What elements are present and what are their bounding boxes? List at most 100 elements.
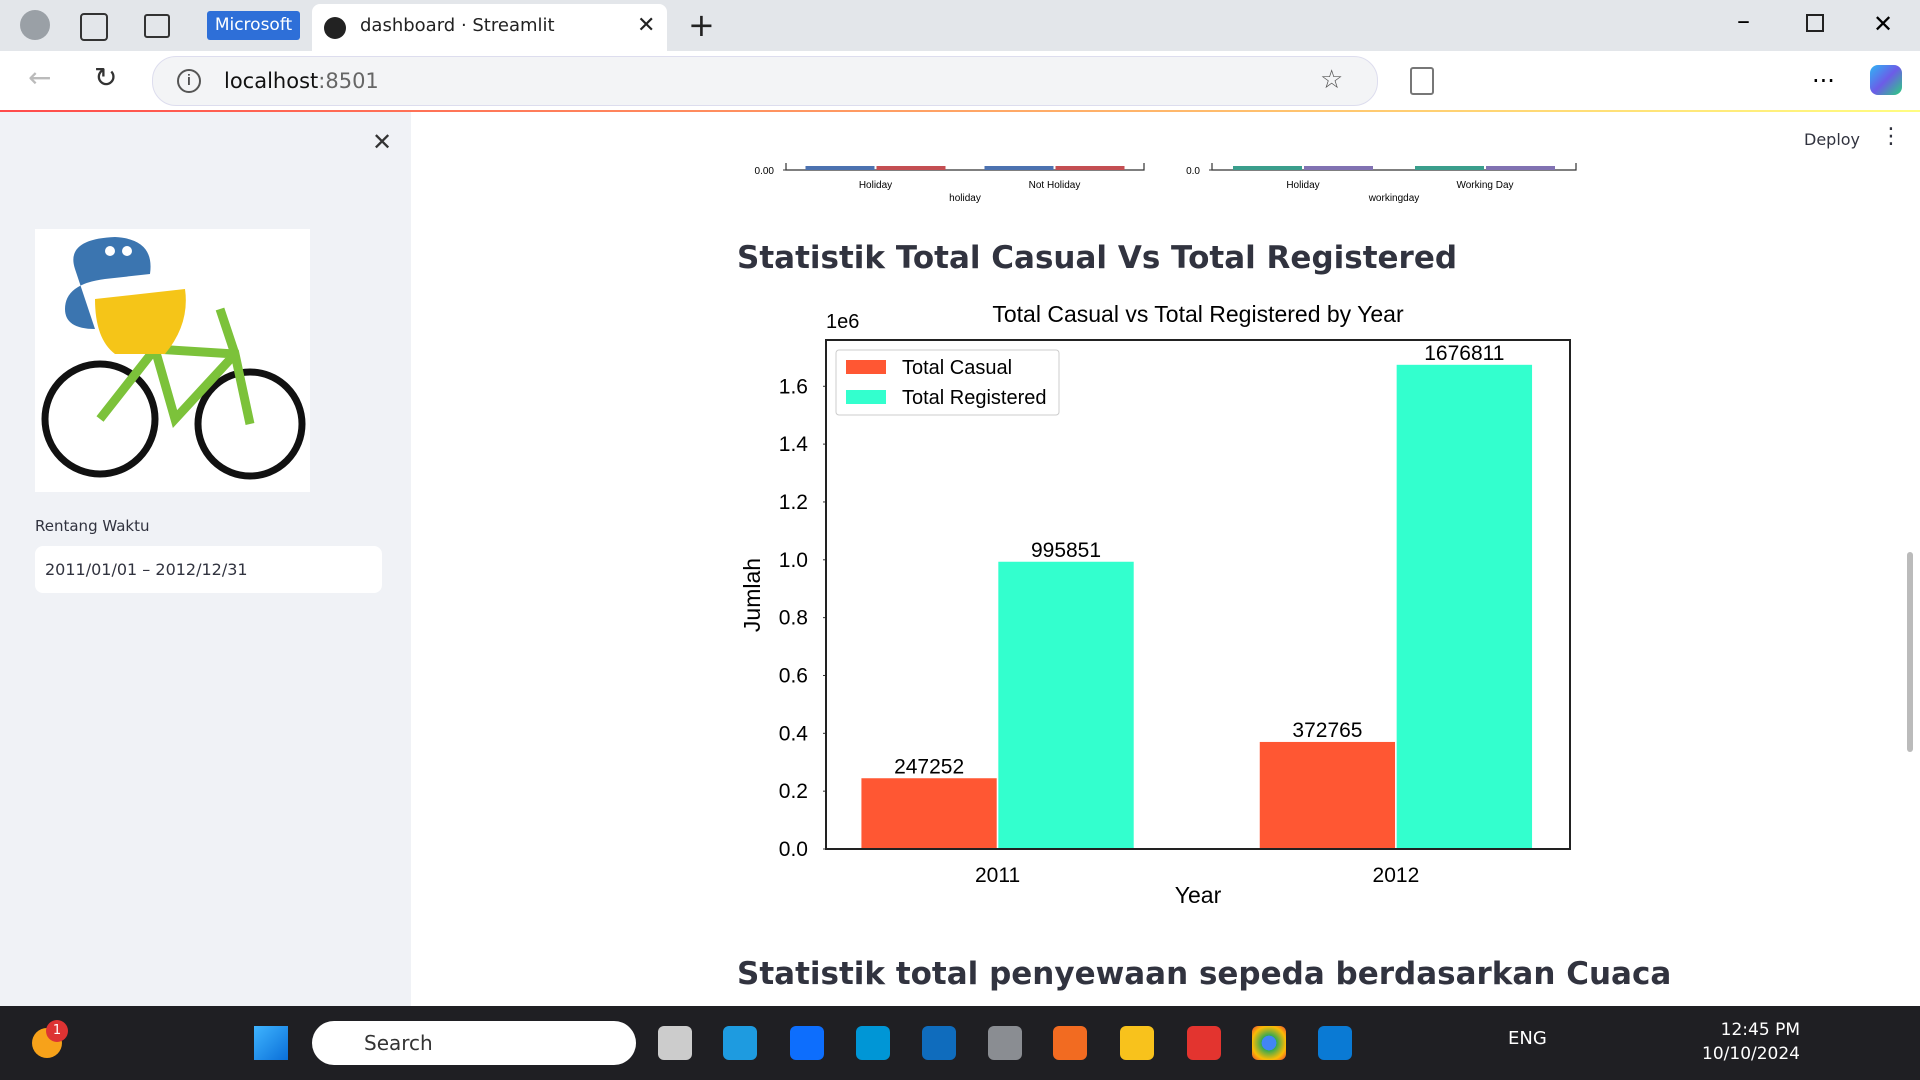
y-tick-label: 0.0 [1186,166,1200,177]
partial-bar [1304,166,1373,170]
axis [1211,163,1577,171]
tab-bar: Microsoft dashboard · Streamlit ✕ + – ✕ [0,0,1920,51]
x-axis-label: workingday [1368,193,1420,204]
url-bar[interactable]: i localhost:8501 ☆ [152,56,1378,106]
value-label: 247252 [894,755,964,778]
taskbar-app[interactable] [1318,1026,1352,1060]
y-tick-label: 0.0 [779,838,808,861]
legend-swatch [846,390,886,404]
axis [785,163,1145,171]
bar [996,560,1136,850]
site-info[interactable]: i [177,69,201,93]
reload[interactable]: ↻ [94,61,118,94]
tab-close[interactable]: ✕ [637,13,656,38]
legend-box [835,349,1060,416]
more-menu[interactable]: ··· [1812,67,1835,95]
taskbar-app[interactable] [790,1026,824,1060]
progress-line [0,110,1920,112]
x-tick-label: 2012 [1373,864,1420,887]
address-row: ← ↻ i localhost:8501 ☆ ··· [0,51,1920,110]
partial-bar [1055,166,1125,170]
sidebar-close[interactable]: ✕ [372,128,393,156]
y-tick-label: 1.4 [779,433,809,456]
search-text: Search [364,1031,433,1055]
partial-bar [876,166,946,170]
logo-image [35,229,310,492]
y-tick-label: 0.8 [779,607,808,630]
legend-swatch [846,360,886,374]
tab-favicon [324,17,346,39]
scrollbar[interactable] [1907,552,1913,752]
clock-time[interactable]: 12:45 PM [1720,1020,1800,1040]
profile-icon[interactable] [20,10,50,40]
favorite[interactable]: ☆ [1320,65,1344,95]
offset-label: 1e6 [826,311,859,333]
bar [1395,363,1534,850]
x-tick-label: Holiday [859,180,892,191]
partial-bar [984,166,1054,170]
chart: Total Casual vs Total Registered by Year… [739,163,1577,908]
profile-badge[interactable]: Microsoft [207,11,300,40]
x-tick-label: Not Holiday [1029,180,1081,191]
taskbar-app[interactable] [1187,1026,1221,1060]
date-range-input[interactable]: 2011/01/01 – 2012/12/31 [35,546,382,593]
taskbar-app[interactable] [988,1026,1022,1060]
taskbar-app[interactable] [922,1026,956,1060]
y-tick-label: 1.2 [779,491,808,514]
main-menu[interactable]: ⋮ [1880,124,1902,149]
chart-title: Total Casual vs Total Registered by Year [992,301,1404,327]
clock-date[interactable]: 10/10/2024 [1702,1044,1800,1064]
workspaces-icon[interactable] [80,13,108,41]
search-box[interactable]: Search [312,1021,636,1065]
plot-frame [825,339,1571,850]
y-tick-label: 0.4 [779,722,809,745]
y-tick-label: 0.00 [755,166,775,177]
tab-title: dashboard · Streamlit [360,15,555,36]
y-tick-label: 1.0 [779,549,808,572]
taskbar-app[interactable] [723,1026,757,1060]
deploy-button[interactable]: Deploy [1804,130,1861,149]
taskbar-app[interactable] [658,1026,692,1060]
y-tick-label: 0.6 [779,664,808,687]
sidebar: ✕ Rentang Waktu 2011/01/01 – 2012/12/31 [0,112,411,1006]
taskbar-app[interactable] [1252,1026,1286,1060]
x-tick-label: Holiday [1286,180,1319,191]
bar [859,776,999,850]
y-tick-label: 0.2 [779,780,808,803]
taskbar-app[interactable] [856,1026,890,1060]
active-tab[interactable]: dashboard · Streamlit ✕ [312,4,667,51]
value-label: 995851 [1031,539,1101,562]
restore[interactable] [1806,14,1824,32]
x-tick-label: Working Day [1456,180,1513,191]
x-axis-label: Year [1175,882,1222,908]
range-label: Rentang Waktu [35,517,150,535]
copilot[interactable] [1870,65,1902,95]
y-tick-label: 1.6 [779,375,808,398]
url-host: localhost [224,69,319,93]
partial-bar [1233,166,1302,170]
new-tab[interactable]: + [688,6,715,44]
x-tick-label: 2011 [975,864,1020,887]
close-window[interactable]: ✕ [1873,10,1894,38]
value-label: 1676811 [1424,342,1504,365]
taskbar: 1 Search ENG 12:45 PM 10/10/2024 [0,1006,1920,1080]
tab-actions-icon[interactable] [144,14,170,38]
language[interactable]: ENG [1508,1028,1547,1049]
minimize[interactable]: – [1737,6,1750,36]
url: localhost:8501 [224,69,379,93]
taskbar-app[interactable] [1120,1026,1154,1060]
y-axis-label: Jumlah [739,558,765,632]
taskbar-app[interactable] [1053,1026,1087,1060]
partial-bar [805,166,875,170]
bar [1258,740,1397,850]
back[interactable]: ← [28,61,52,94]
notification-badge: 1 [46,1020,68,1042]
section-heading: Statistik Total Casual Vs Total Register… [737,240,1458,276]
value-label: 372765 [1292,719,1362,742]
reader-icon[interactable] [1410,67,1434,95]
start-button[interactable] [254,1026,288,1060]
x-axis-label: holiday [949,193,981,204]
section-heading: Statistik total penyewaan sepeda berdasa… [737,956,1672,992]
